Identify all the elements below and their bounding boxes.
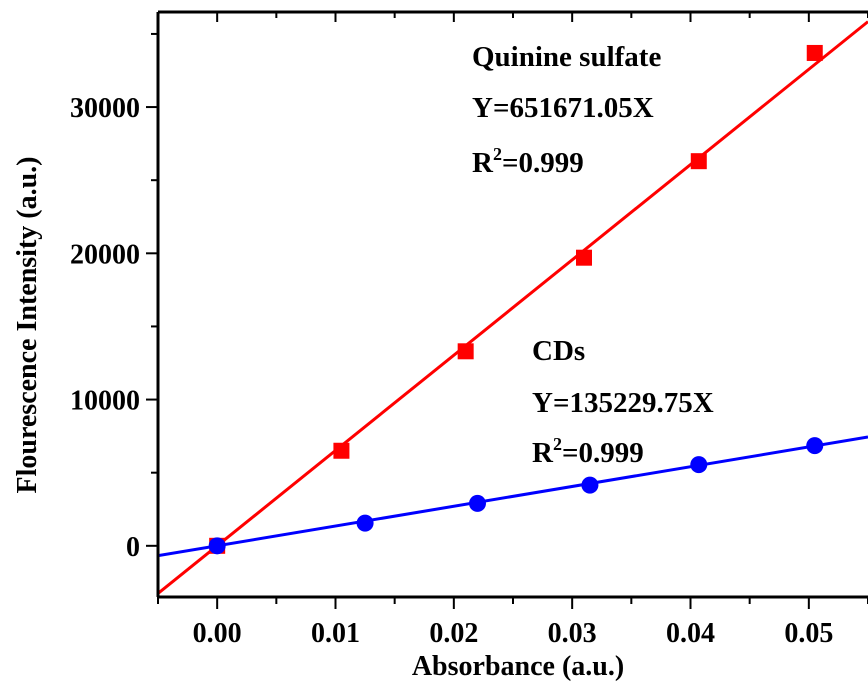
x-axis-title: Absorbance (a.u.) xyxy=(412,651,624,682)
cds-r-squared: R2=0.999 xyxy=(532,434,644,469)
tick-labels: 0.00 0.01 0.02 0.03 0.04 0.05 0 10000 20000 30000 xyxy=(70,93,833,649)
ticks xyxy=(146,12,868,609)
cds-r2-prefix: R xyxy=(532,437,554,469)
x-tick-label: 0.04 xyxy=(666,618,715,649)
quinine-r-squared: R2=0.999 xyxy=(472,144,584,179)
cds-point xyxy=(356,514,374,532)
y-tick-label: 10000 xyxy=(70,386,140,417)
cds-fit-line xyxy=(158,435,868,558)
quinine-equation: Y=651671.05X xyxy=(472,92,654,124)
quinine-point xyxy=(576,249,592,266)
cds-series-label: CDs xyxy=(532,335,585,367)
quinine-r2-prefix: R xyxy=(472,147,494,179)
quinine-r2-value: =0.999 xyxy=(502,147,584,179)
x-tick-label: 0.02 xyxy=(429,618,478,649)
y-tick-label: 30000 xyxy=(70,93,140,124)
quinine-point xyxy=(690,153,707,170)
cds-point xyxy=(806,437,824,455)
x-tick-label: 0.05 xyxy=(784,618,833,649)
fit-lines xyxy=(158,20,868,595)
cds-point xyxy=(581,476,599,494)
quinine-point xyxy=(806,44,823,61)
quinine-point xyxy=(333,442,350,459)
cds-point xyxy=(469,494,486,512)
quinine-fit-line xyxy=(158,20,868,595)
y-axis-title: Flourescence Intensity (a.u.) xyxy=(12,157,43,494)
quinine-r2-sup: 2 xyxy=(493,144,502,164)
y-tick-label: 20000 xyxy=(70,239,140,270)
cds-point xyxy=(208,537,226,555)
data-markers xyxy=(208,44,824,555)
x-tick-label: 0.03 xyxy=(548,618,597,649)
cds-equation: Y=135229.75X xyxy=(532,387,714,419)
x-tick-label: 0.00 xyxy=(193,618,242,649)
y-tick-label: 0 xyxy=(126,532,140,563)
quinine-point xyxy=(457,343,474,360)
cds-r2-sup: 2 xyxy=(553,434,562,454)
x-tick-label: 0.01 xyxy=(311,618,360,649)
quinine-series-label: Quinine sulfate xyxy=(472,41,661,73)
cds-r2-value: =0.999 xyxy=(562,437,644,469)
cds-point xyxy=(690,456,708,474)
